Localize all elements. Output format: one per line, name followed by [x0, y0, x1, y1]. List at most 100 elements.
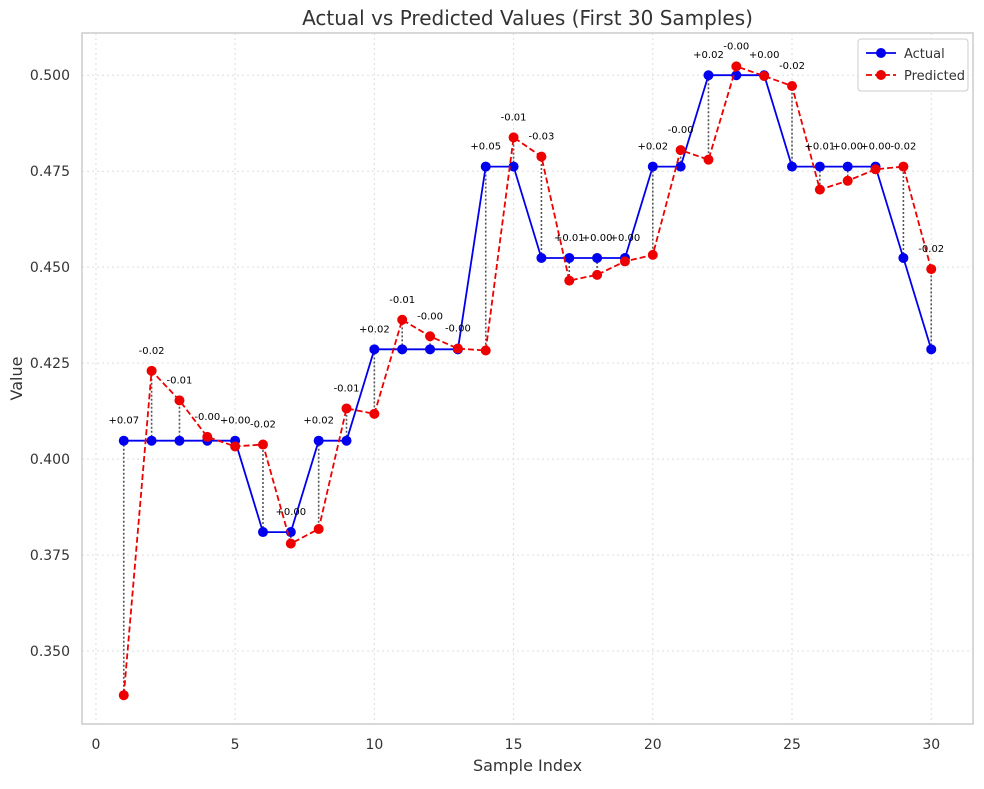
data-point-predicted	[842, 175, 853, 186]
data-label: +0.02	[693, 50, 724, 61]
data-label: +0.00	[860, 142, 891, 153]
data-point-actual	[647, 161, 658, 172]
data-label: -0.01	[334, 383, 360, 394]
data-point-actual	[787, 161, 798, 172]
x-tick-label: 10	[365, 737, 383, 753]
data-point-predicted	[675, 145, 686, 156]
data-label: +0.01	[554, 233, 585, 244]
data-label: +0.07	[108, 416, 139, 427]
data-label: -0.03	[528, 132, 554, 143]
grid	[82, 33, 973, 724]
y-axis-label: Value	[7, 357, 26, 401]
data-labels: +0.07-0.02-0.01-0.00 +0.00 -0.02+0.00+0.02…	[108, 41, 944, 518]
data-label: -0.02	[890, 142, 916, 153]
data-point-predicted	[313, 523, 324, 534]
data-label: -0.00	[668, 125, 694, 136]
data-point-predicted	[870, 164, 881, 175]
y-tick-label: 0.450	[30, 260, 70, 276]
data-point-predicted	[926, 264, 937, 275]
data-label: +0.00	[582, 233, 613, 244]
data-point-actual	[397, 344, 408, 355]
data-label: +0.00	[832, 142, 863, 153]
data-point-predicted	[369, 408, 380, 419]
data-point-predicted	[480, 345, 491, 356]
y-tick-label: 0.475	[30, 164, 70, 180]
ticks: 0 5 10 15 20 25 30 0.350 0.375 0.400 0.425 0.450 0.4…	[30, 68, 940, 753]
data-point-predicted	[341, 403, 352, 414]
data-point-predicted	[703, 154, 714, 165]
data-point-predicted	[425, 331, 436, 342]
data-point-predicted	[814, 184, 825, 195]
data-point-actual	[675, 161, 686, 172]
data-point-predicted	[146, 365, 157, 376]
data-point-predicted	[647, 249, 658, 260]
data-point-predicted	[508, 132, 519, 143]
x-tick-label: 25	[783, 737, 801, 753]
data-point-actual	[508, 161, 519, 172]
data-label: -0.01	[501, 112, 527, 123]
data-point-predicted	[118, 690, 129, 701]
data-label: -0.02	[250, 420, 276, 431]
data-point-actual	[146, 435, 157, 446]
data-point-actual	[898, 252, 909, 263]
data-point-actual	[341, 435, 352, 446]
difference-lines	[122, 66, 933, 696]
data-point-actual	[536, 252, 547, 263]
series-line-predicted	[122, 65, 933, 696]
legend: Actual Predicted	[857, 38, 969, 92]
data-point-predicted	[397, 314, 408, 325]
data-label: -0.00	[417, 311, 443, 322]
legend-label-predicted: Predicted	[904, 69, 965, 84]
data-point-actual	[814, 161, 825, 172]
data-point-predicted	[285, 538, 296, 549]
legend-label-actual: Actual	[904, 47, 945, 62]
y-tick-label: 0.500	[30, 68, 70, 84]
y-tick-label: 0.375	[30, 548, 70, 564]
data-label: +0.00	[610, 233, 641, 244]
data-label: +0.02	[359, 324, 390, 335]
data-label: -0.02	[918, 244, 944, 255]
data-point-actual	[313, 435, 324, 446]
data-point-actual	[174, 435, 185, 446]
series	[118, 61, 937, 701]
plot-frame	[81, 32, 974, 725]
chart-title: Actual vs Predicted Values (First 30 Sam…	[302, 6, 753, 30]
y-tick-label: 0.400	[30, 452, 70, 468]
x-tick-label: 30	[922, 737, 940, 753]
data-label: +0.05	[470, 142, 501, 153]
data-label: +0.01	[805, 142, 836, 153]
data-label: -0.02	[139, 346, 165, 357]
data-point-predicted	[452, 343, 463, 354]
data-point-actual	[703, 70, 714, 81]
x-tick-label: 0	[91, 737, 100, 753]
data-label: +0.00	[749, 50, 780, 61]
data-point-predicted	[202, 431, 213, 442]
legend-marker-actual	[876, 48, 886, 58]
data-point-predicted	[759, 70, 770, 81]
data-point-predicted	[619, 256, 630, 267]
data-point-actual	[842, 161, 853, 172]
y-tick-label: 0.425	[30, 356, 70, 372]
x-tick-label: 15	[505, 737, 523, 753]
y-tick-label: 0.350	[30, 644, 70, 660]
data-point-predicted	[564, 275, 575, 286]
data-point-actual	[118, 435, 129, 446]
data-point-actual	[369, 344, 380, 355]
data-point-actual	[926, 344, 937, 355]
data-point-predicted	[536, 151, 547, 162]
data-point-predicted	[898, 161, 909, 172]
data-point-actual	[425, 344, 436, 355]
data-label: -0.01	[167, 375, 193, 386]
data-label: +0.00	[220, 416, 251, 427]
data-label: -0.00	[723, 41, 749, 52]
x-tick-label: 5	[231, 737, 240, 753]
data-point-predicted	[257, 439, 268, 450]
data-label: -0.00	[445, 324, 471, 335]
data-point-actual	[480, 161, 491, 172]
x-tick-label: 20	[644, 737, 662, 753]
data-point-actual	[257, 527, 268, 538]
data-point-actual	[564, 252, 575, 263]
data-point-predicted	[592, 269, 603, 280]
data-label: -0.01	[389, 295, 415, 306]
